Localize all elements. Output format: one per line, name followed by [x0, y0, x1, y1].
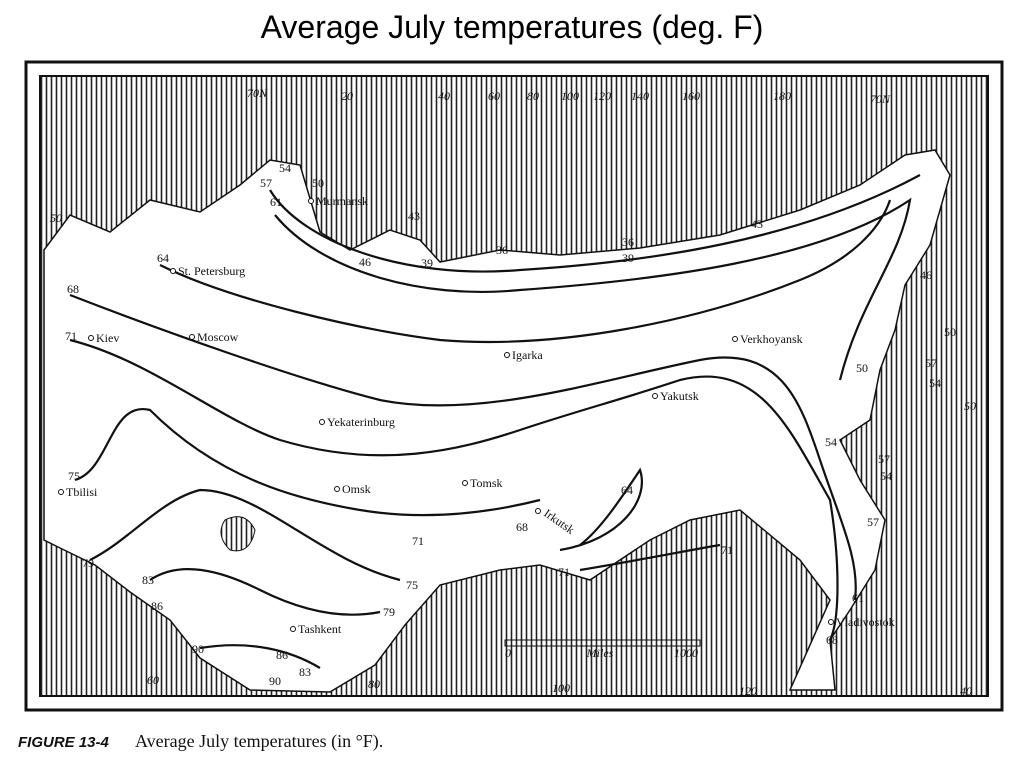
longitude-label: 70N	[870, 92, 891, 106]
longitude-label: 40	[438, 89, 450, 103]
isotherm-label: 39	[421, 256, 433, 270]
city-marker	[462, 480, 468, 486]
city-label: Vladivostok	[836, 615, 895, 629]
city-marker	[535, 508, 541, 514]
isotherm-label: 54	[880, 469, 892, 483]
isotherm-label: 75	[68, 469, 80, 483]
isotherm-label: 79	[383, 605, 395, 619]
isotherm-label: 68	[67, 282, 79, 296]
city-label: Tomsk	[470, 476, 503, 490]
longitude-label: 70N	[247, 86, 268, 100]
city-label: Murmansk	[316, 194, 368, 208]
longitude-label: 120	[593, 89, 611, 103]
isotherm-label: 71	[558, 565, 570, 579]
isotherm-label: 83	[299, 665, 311, 679]
city-label: Yekaterinburg	[327, 415, 395, 429]
lake	[220, 516, 256, 552]
city-label: Omsk	[342, 482, 371, 496]
city-label: Yakutsk	[660, 389, 699, 403]
longitude-label: 80	[527, 89, 539, 103]
city-label: St. Petersburg	[178, 264, 245, 278]
longitude-label: 80	[368, 677, 380, 691]
isotherm-label: 61	[270, 195, 282, 209]
isotherm-label: 79	[82, 556, 94, 570]
isotherm-label: 36	[622, 235, 634, 249]
isotherm-label: 50	[944, 325, 956, 339]
scale-start: 0	[505, 646, 511, 660]
isotherm-label: 57	[925, 356, 937, 370]
isotherm-label: 86	[151, 599, 163, 613]
longitude-label: 50	[50, 211, 62, 225]
page-title: Average July temperatures (deg. F)	[261, 9, 764, 45]
scale-end: 1000	[674, 646, 698, 660]
isotherm-label: 71	[412, 534, 424, 548]
figure-number: FIGURE 13-4	[18, 734, 110, 751]
isotherm-label: 36	[496, 243, 508, 257]
isotherm-label: 57	[867, 515, 879, 529]
longitude-label: 120	[739, 684, 757, 698]
city-marker	[334, 486, 340, 492]
city-marker	[88, 335, 94, 341]
isotherm-label: 54	[825, 435, 837, 449]
city-marker	[319, 419, 325, 425]
isotherm-label: 83	[142, 573, 154, 587]
longitude-label: 20	[341, 89, 353, 103]
land	[43, 149, 951, 693]
longitude-label: 160	[682, 89, 700, 103]
scale-label: Miles	[586, 646, 614, 660]
isotherm-label: 86	[276, 648, 288, 662]
isotherm-label: 39	[622, 251, 634, 265]
isotherm-label: 46	[920, 268, 932, 282]
isotherm-label: 54	[279, 161, 291, 175]
isotherm-label: 46	[359, 255, 371, 269]
city-marker	[828, 619, 834, 625]
isotherm-label: 71	[65, 329, 77, 343]
isotherm-label: 75	[406, 578, 418, 592]
longitude-label: 180	[773, 89, 791, 103]
longitude-label: 100	[552, 681, 570, 695]
isotherm-label: 50	[856, 361, 868, 375]
isotherms	[69, 174, 921, 669]
isotherm-label: 90	[192, 642, 204, 656]
isotherm-label: 64	[157, 251, 169, 265]
city-marker	[290, 626, 296, 632]
city-label: Kiev	[96, 331, 119, 345]
longitude-label: 100	[561, 89, 579, 103]
city-marker	[504, 352, 510, 358]
isotherm-label: 54	[929, 376, 941, 390]
isotherm-label: 64	[621, 483, 633, 497]
isotherm-label: 57	[878, 452, 890, 466]
city-marker	[308, 198, 314, 204]
city-marker	[58, 489, 64, 495]
scale-bar	[504, 639, 701, 647]
city-marker	[189, 334, 195, 340]
longitude-label: 40	[960, 684, 972, 698]
city-label: Igarka	[512, 348, 543, 362]
isotherm-label: 43	[751, 217, 763, 231]
isotherm-label: 90	[269, 674, 281, 688]
isotherm-label: 43	[408, 209, 420, 223]
isotherm-label: 68	[826, 633, 838, 647]
city-marker	[170, 268, 176, 274]
city-label: Tashkent	[298, 622, 342, 636]
isotherm-label: 71	[721, 543, 733, 557]
city-marker	[652, 393, 658, 399]
city-marker	[732, 336, 738, 342]
figure-caption: Average July temperatures (in °F).	[135, 731, 383, 752]
longitude-label: 60	[488, 89, 500, 103]
longitude-label: 60	[147, 673, 159, 687]
longitude-label: 140	[631, 89, 649, 103]
longitude-label: 50	[964, 399, 976, 413]
city-label: Tbilisi	[66, 485, 98, 499]
city-label: Moscow	[197, 330, 239, 344]
isotherm-label: 50	[312, 176, 324, 190]
isotherm-label: 61	[852, 591, 864, 605]
isotherm-label: 68	[516, 520, 528, 534]
city-label: Verkhoyansk	[740, 332, 803, 346]
isotherm-label: 57	[260, 176, 272, 190]
